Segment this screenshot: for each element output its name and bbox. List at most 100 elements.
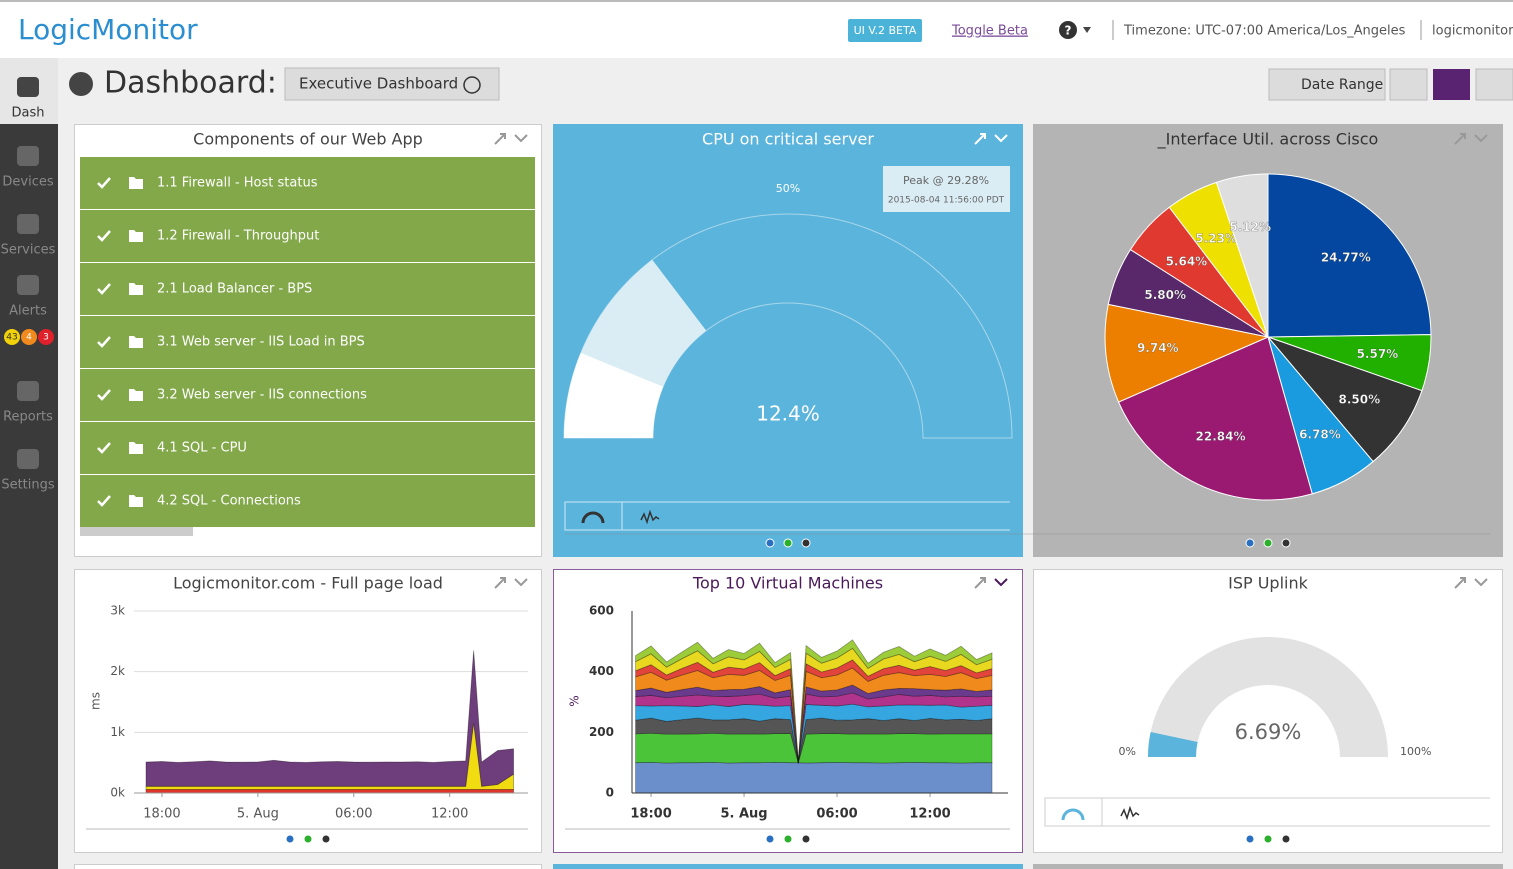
- page-dot[interactable]: [1281, 538, 1291, 548]
- expand-icon[interactable]: [974, 577, 986, 589]
- collapse-icon[interactable]: [994, 578, 1008, 587]
- alert-count[interactable]: 3: [43, 333, 49, 343]
- page-dot[interactable]: [783, 538, 793, 548]
- list-row[interactable]: [80, 422, 535, 474]
- area-series: [635, 761, 993, 794]
- nav-label[interactable]: Reports: [3, 410, 53, 425]
- y-tick-label: 0: [606, 786, 614, 800]
- list-item[interactable]: 3.2 Web server - IIS connections: [157, 388, 367, 403]
- line-tab-icon[interactable]: [1120, 805, 1140, 821]
- dashboard-label: Dashboard:: [104, 66, 277, 101]
- logo[interactable]: LogicMonitor: [18, 13, 198, 46]
- date-range[interactable]: Date Range: [1301, 77, 1383, 93]
- toggle-beta[interactable]: Toggle Beta: [951, 24, 1028, 39]
- clone-button[interactable]: [1433, 69, 1470, 100]
- widget-frame: [1033, 569, 1503, 853]
- collapse-icon[interactable]: [994, 134, 1008, 143]
- date-range-button[interactable]: [1268, 68, 1386, 101]
- alert-badge[interactable]: [38, 329, 54, 345]
- page-dot[interactable]: [285, 834, 295, 844]
- dashboard-name[interactable]: Executive Dashboard: [299, 75, 458, 93]
- nav-icon[interactable]: [17, 275, 39, 295]
- list-item[interactable]: 4.1 SQL - CPU: [157, 441, 247, 456]
- page-dot[interactable]: [1245, 834, 1255, 844]
- pie-slice[interactable]: [1266, 335, 1423, 463]
- gauge-tab[interactable]: [564, 501, 623, 531]
- expand-icon[interactable]: [1454, 577, 1466, 589]
- line-tab-icon[interactable]: [640, 509, 660, 525]
- nav-label[interactable]: Dash: [12, 106, 45, 121]
- pie-label: 6.78%: [1299, 427, 1341, 441]
- timezone[interactable]: Timezone: UTC-07:00 America/Los_Angeles: [1123, 24, 1406, 39]
- help-icon[interactable]: [1059, 21, 1077, 39]
- nav-label[interactable]: Services: [1, 243, 56, 258]
- pie-slice[interactable]: [1215, 173, 1269, 338]
- list-item[interactable]: 1.1 Firewall - Host status: [157, 176, 318, 191]
- page-dot[interactable]: [801, 834, 811, 844]
- nav-icon[interactable]: [17, 214, 39, 234]
- page-dot[interactable]: [303, 834, 313, 844]
- widget-title: CPU on critical server: [702, 130, 874, 149]
- nav-icon[interactable]: [17, 449, 39, 469]
- expand-icon[interactable]: [1454, 133, 1466, 145]
- collapse-icon[interactable]: [514, 578, 528, 587]
- scrollbar[interactable]: [80, 527, 193, 536]
- fullscreen-button[interactable]: [1475, 68, 1513, 101]
- list-row[interactable]: [80, 316, 535, 368]
- list-row[interactable]: [80, 475, 535, 527]
- expand-icon[interactable]: [494, 577, 506, 589]
- list-item[interactable]: 3.1 Web server - IIS Load in BPS: [157, 335, 365, 350]
- nav-icon[interactable]: [17, 381, 39, 401]
- expand-icon[interactable]: [494, 133, 506, 145]
- alert-count[interactable]: 4: [26, 333, 32, 343]
- page-dot[interactable]: [321, 834, 331, 844]
- alert-count[interactable]: 43: [6, 333, 17, 343]
- expand-icon[interactable]: [974, 133, 986, 145]
- collapse-icon[interactable]: [1474, 134, 1488, 143]
- help-text[interactable]: ?: [1065, 24, 1072, 38]
- nav-label[interactable]: Settings: [1, 478, 55, 493]
- user-name[interactable]: logicmonitor: [1432, 24, 1513, 39]
- alert-badge[interactable]: [21, 329, 37, 345]
- more-button[interactable]: [1389, 68, 1428, 101]
- nav-label[interactable]: Alerts: [9, 304, 47, 319]
- collapse-icon[interactable]: [1474, 578, 1488, 587]
- list-row[interactable]: [80, 210, 535, 262]
- list-row[interactable]: [80, 369, 535, 421]
- widget-title: _Interface Util. across Cisco: [1157, 130, 1379, 150]
- y-axis-label: %: [568, 695, 582, 706]
- gauge-tab-icon[interactable]: [581, 511, 605, 524]
- widget-title: Logicmonitor.com - Full page load: [173, 574, 443, 593]
- nav-icon[interactable]: [17, 146, 39, 166]
- page-dot[interactable]: [1263, 538, 1273, 548]
- page-dot[interactable]: [765, 538, 775, 548]
- collapse-icon[interactable]: [514, 134, 528, 143]
- list-item[interactable]: 2.1 Load Balancer - BPS: [157, 282, 312, 297]
- list-item[interactable]: 4.2 SQL - Connections: [157, 494, 301, 509]
- gauge-tab-icon[interactable]: [1061, 808, 1085, 821]
- nav-label[interactable]: Devices: [2, 175, 53, 190]
- page-dot[interactable]: [1281, 834, 1291, 844]
- check-icon: [97, 336, 111, 348]
- page-dot[interactable]: [783, 834, 793, 844]
- widget-title: Top 10 Virtual Machines: [692, 574, 883, 593]
- area-series: [635, 732, 993, 765]
- help-caret[interactable]: [1083, 27, 1091, 33]
- pie-label: 5.57%: [1357, 347, 1399, 361]
- folder-icon: [129, 389, 143, 401]
- page-dot[interactable]: [765, 834, 775, 844]
- gauge-tab[interactable]: [1044, 797, 1103, 827]
- dashboard-icon: [69, 72, 93, 96]
- page-dot[interactable]: [1263, 834, 1273, 844]
- pie-slice[interactable]: [1267, 173, 1432, 338]
- pie-slice[interactable]: [1117, 336, 1313, 501]
- nav-icon[interactable]: [17, 77, 39, 97]
- alert-badge[interactable]: [4, 329, 20, 345]
- list-row[interactable]: [80, 263, 535, 315]
- page-dot[interactable]: [801, 538, 811, 548]
- select-caret[interactable]: [463, 76, 481, 94]
- list-item[interactable]: 1.2 Firewall - Throughput: [157, 229, 319, 244]
- page-dot[interactable]: [1245, 538, 1255, 548]
- list-row[interactable]: [80, 157, 535, 209]
